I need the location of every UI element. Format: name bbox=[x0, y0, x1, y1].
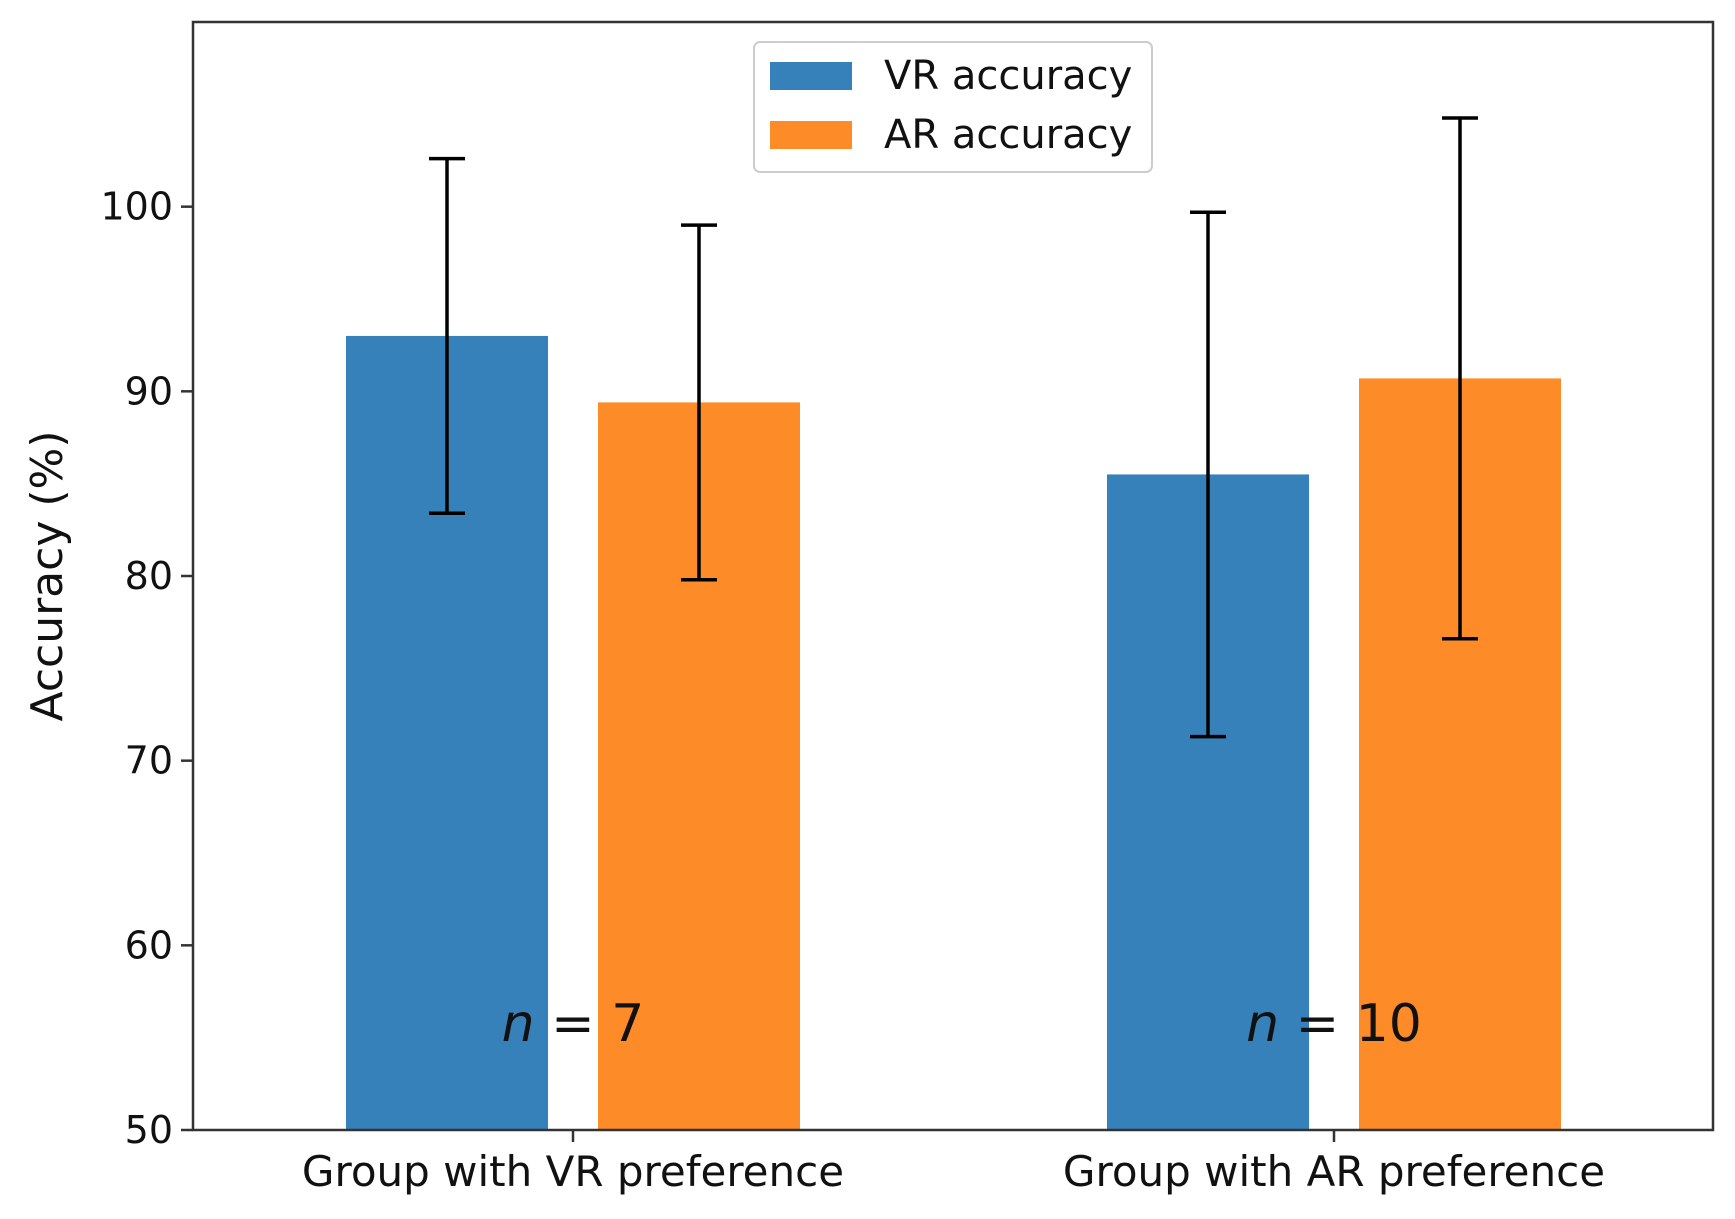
legend: VR accuracy AR accuracy bbox=[753, 41, 1153, 173]
legend-box bbox=[753, 41, 1153, 173]
y-tick-label-60: 60 bbox=[125, 923, 173, 967]
y-tick-label-100: 100 bbox=[100, 185, 173, 229]
annotation-n-value-1: = 10 bbox=[1279, 994, 1422, 1054]
y-axis-title: Accuracy (%) bbox=[22, 430, 73, 721]
x-axis: Group with VR preference Group with AR pr… bbox=[302, 1130, 1605, 1196]
annotation-n-symbol-1: n bbox=[1246, 994, 1279, 1054]
legend-label-ar: AR accuracy bbox=[884, 112, 1132, 158]
legend-swatch-ar bbox=[770, 121, 852, 149]
annotation-n-symbol-0: n bbox=[502, 994, 535, 1054]
annotation-n-0: n = 7 bbox=[502, 994, 645, 1054]
y-tick-label-70: 70 bbox=[125, 739, 173, 783]
y-tick-label-50: 50 bbox=[125, 1108, 173, 1152]
annotation-n-value-0: = 7 bbox=[535, 994, 645, 1054]
y-tick-label-80: 80 bbox=[125, 554, 173, 598]
legend-label-vr: VR accuracy bbox=[884, 53, 1132, 99]
annotation-n-1: n = 10 bbox=[1246, 994, 1422, 1054]
errorbars-layer bbox=[429, 116, 1478, 739]
y-axis: 50 60 70 80 90 100 bbox=[100, 185, 193, 1152]
y-tick-label-90: 90 bbox=[125, 369, 173, 413]
legend-swatch-vr bbox=[770, 62, 852, 90]
x-tick-label-0: Group with VR preference bbox=[302, 1147, 844, 1196]
x-tick-label-1: Group with AR preference bbox=[1063, 1147, 1605, 1196]
